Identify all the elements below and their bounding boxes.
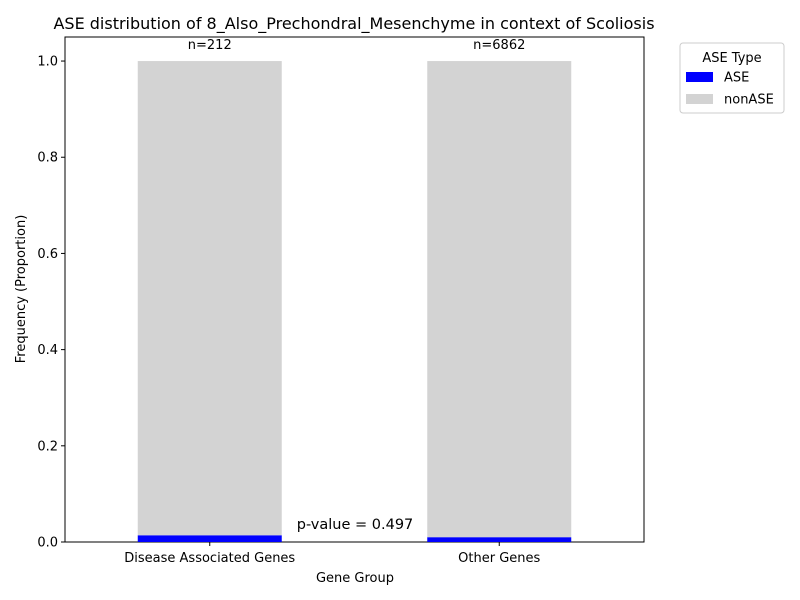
x-axis-label: Gene Group (316, 571, 394, 586)
count-label-0: n=212 (188, 38, 232, 53)
x-axis: Disease Associated Genes Other Genes (124, 542, 541, 566)
bar-ase-1 (427, 537, 572, 542)
count-labels: n=212 n=6862 (188, 38, 526, 53)
legend-title: ASE Type (702, 51, 761, 66)
legend-swatch-nonase (686, 94, 713, 104)
y-tick-label-3: 0.6 (37, 247, 58, 262)
y-tick-label-1: 0.2 (37, 439, 58, 454)
bar-nonase-0 (137, 61, 282, 536)
bar-ase-0 (137, 535, 282, 542)
legend-swatch-ase (686, 72, 713, 82)
legend-items: ASE nonASE (686, 71, 774, 108)
y-axis-label: Frequency (Proportion) (14, 215, 29, 364)
plot-area (64, 36, 645, 543)
x-tick-label-1: Other Genes (458, 551, 540, 566)
p-value-annotation: p-value = 0.497 (297, 517, 414, 533)
y-tick-label-5: 1.0 (37, 55, 58, 70)
legend-label-ase: ASE (724, 71, 749, 86)
bars (137, 61, 572, 542)
x-tick-label-0: Disease Associated Genes (124, 551, 295, 566)
legend-label-nonase: nonASE (724, 93, 774, 108)
y-axis: 0.0 0.2 0.4 0.6 0.8 1.0 (37, 55, 65, 551)
legend: ASE Type ASE nonASE (679, 42, 785, 114)
y-tick-label-2: 0.4 (37, 343, 58, 358)
plot-frame (64, 36, 645, 543)
y-tick-label-4: 0.8 (37, 151, 58, 166)
count-label-1: n=6862 (473, 38, 525, 53)
chart-title: ASE distribution of 8_Also_Prechondral_M… (53, 14, 654, 34)
bar-nonase-1 (427, 61, 572, 538)
y-tick-label-0: 0.0 (37, 536, 58, 551)
